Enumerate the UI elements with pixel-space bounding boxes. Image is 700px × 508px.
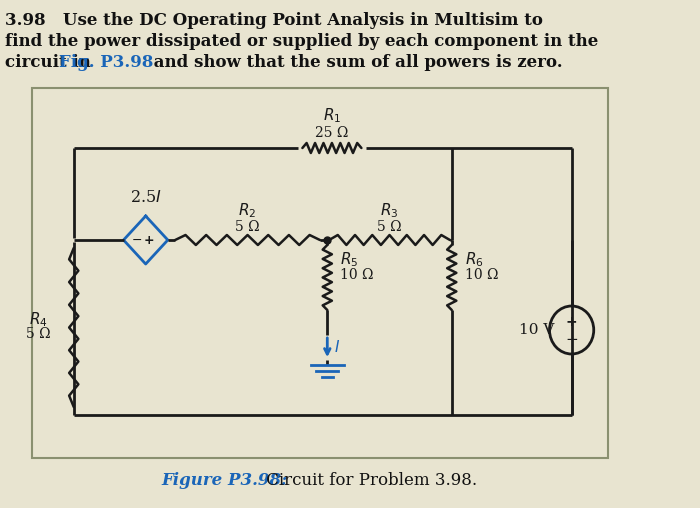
Text: 5 Ω: 5 Ω [377, 220, 402, 234]
Text: $R_5$: $R_5$ [340, 250, 358, 269]
Text: 10 V: 10 V [519, 323, 554, 337]
Bar [32, 88, 608, 458]
Text: 3.98   Use the DC Operating Point Analysis in Multisim to: 3.98 Use the DC Operating Point Analysis… [5, 12, 542, 29]
Text: +: + [144, 234, 155, 246]
Text: $R_2$: $R_2$ [239, 201, 257, 220]
Text: 5 Ω: 5 Ω [27, 328, 51, 341]
Text: $R_4$: $R_4$ [29, 310, 48, 329]
Text: 2.5$I$: 2.5$I$ [130, 189, 162, 206]
Text: +: + [566, 315, 578, 329]
Text: circuit in: circuit in [5, 54, 96, 71]
Text: 10 Ω: 10 Ω [465, 268, 498, 282]
Text: 25 Ω: 25 Ω [315, 126, 349, 140]
Text: $R_6$: $R_6$ [465, 250, 484, 269]
Text: and show that the sum of all powers is zero.: and show that the sum of all powers is z… [148, 54, 562, 71]
Text: −: − [565, 332, 578, 346]
Text: Figure P3.98:: Figure P3.98: [161, 472, 288, 489]
Text: $I$: $I$ [334, 339, 340, 356]
Text: $R_3$: $R_3$ [380, 201, 399, 220]
Text: 10 Ω: 10 Ω [340, 268, 374, 282]
Text: Circuit for Problem 3.98.: Circuit for Problem 3.98. [261, 472, 477, 489]
Text: Fig. P3.98: Fig. P3.98 [59, 54, 153, 71]
Text: 5 Ω: 5 Ω [235, 220, 260, 234]
Text: find the power dissipated or supplied by each component in the: find the power dissipated or supplied by… [5, 33, 598, 50]
Text: −: − [132, 234, 143, 246]
Text: $R_1$: $R_1$ [323, 106, 341, 125]
